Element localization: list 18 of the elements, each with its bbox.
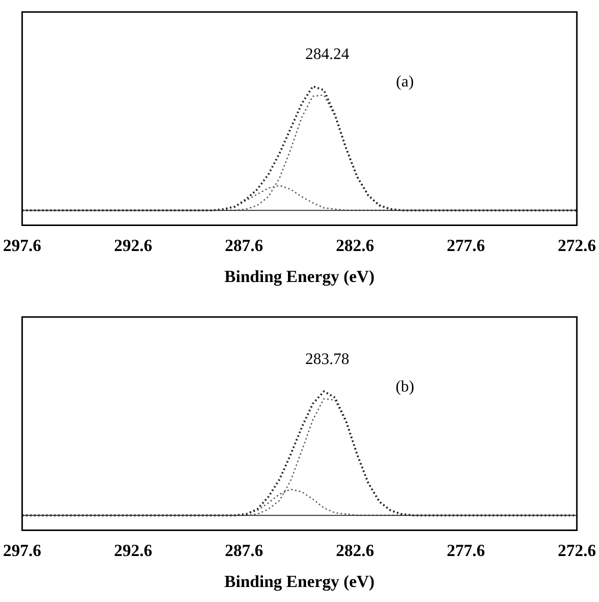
x-tick-label: 297.6 bbox=[3, 236, 42, 255]
text: 283.78 bbox=[305, 350, 350, 368]
annotation: (a) bbox=[396, 74, 414, 91]
x-tick-label: 272.6 bbox=[558, 540, 596, 560]
x-axis-title: Binding Energy (eV) bbox=[224, 267, 375, 286]
annotation: (b) bbox=[396, 378, 414, 396]
x-tick-label: 287.6 bbox=[224, 540, 264, 560]
x-tick-label: 282.6 bbox=[336, 540, 374, 560]
text: 284.24 bbox=[305, 46, 350, 63]
x-tick-label: 277.6 bbox=[446, 540, 486, 560]
x-tick-label: 282.6 bbox=[336, 236, 374, 255]
x-tick-label: 297.6 bbox=[3, 540, 42, 560]
x-tick-label: 277.6 bbox=[446, 236, 486, 255]
x-tick-label: 287.6 bbox=[224, 236, 264, 255]
x-tick-label: 292.6 bbox=[114, 236, 152, 255]
x-axis-title: Binding Energy (eV) bbox=[224, 572, 375, 592]
x-tick-label: 292.6 bbox=[114, 540, 152, 560]
x-tick-label: 272.6 bbox=[558, 236, 596, 255]
